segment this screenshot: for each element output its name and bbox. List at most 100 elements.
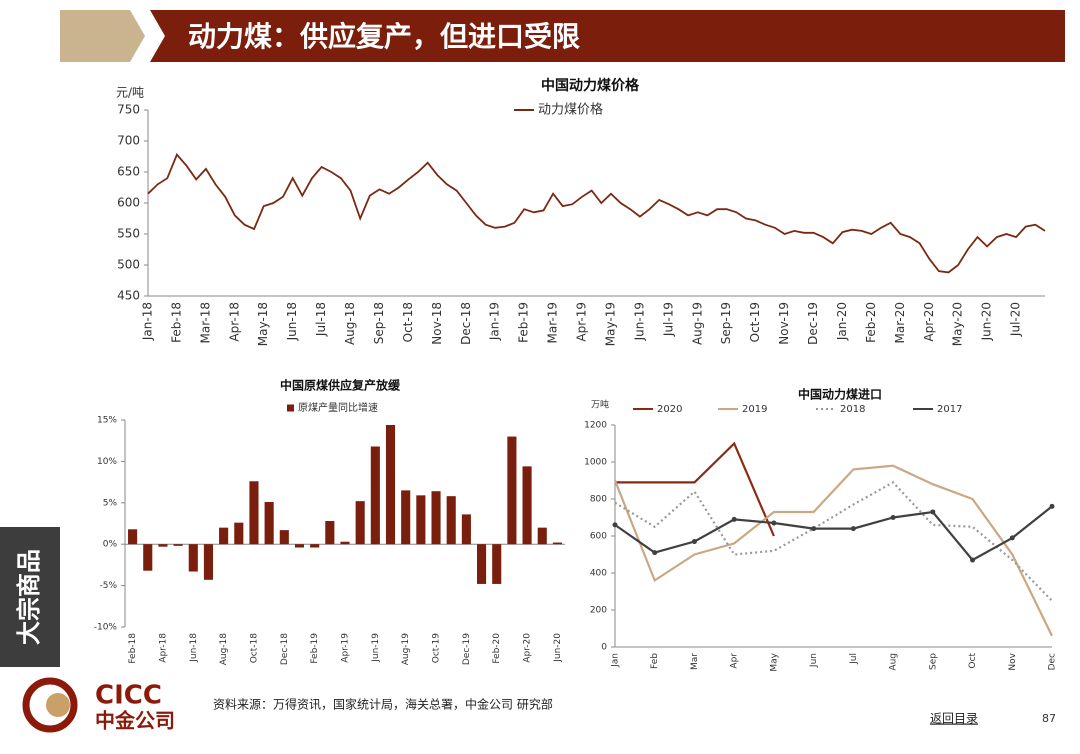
x-tick-label: Apr-18 — [227, 302, 241, 342]
x-tick-label: Feb-19 — [517, 302, 531, 343]
x-tick-label: Oct-19 — [748, 302, 762, 342]
bar — [294, 544, 305, 548]
y-tick-label: 600 — [590, 532, 607, 542]
x-tick-label: Feb-19 — [310, 633, 320, 664]
data-point — [811, 526, 817, 532]
source-note: 资料来源：万得资讯，国家统计局，海关总署，中金公司 研究部 — [213, 697, 553, 712]
y-tick-label: -5% — [99, 581, 117, 591]
logo-ring — [22, 677, 78, 733]
x-tick-label: Jul-19 — [661, 302, 675, 337]
y-tick-label: 750 — [117, 103, 140, 117]
bar — [416, 495, 426, 545]
x-tick-label: Jan — [611, 653, 621, 668]
bar — [249, 481, 259, 545]
y-tick-label: 400 — [590, 569, 607, 579]
data-line — [613, 464, 1053, 637]
bar — [203, 544, 213, 580]
y-tick-label: 650 — [117, 165, 140, 179]
bar — [401, 490, 411, 545]
x-tick-label: Nov — [1008, 652, 1018, 670]
header-band — [150, 10, 1065, 62]
bar — [264, 501, 274, 545]
y-tick-label: 0% — [103, 540, 118, 550]
chart-title: 中国原煤供应复产放缓 — [280, 378, 401, 393]
x-tick-label: Jun — [809, 653, 819, 668]
bar — [143, 544, 153, 571]
x-tick-label: Jun-18 — [189, 633, 199, 663]
x-tick-label: Aug-18 — [343, 302, 357, 345]
bar — [537, 527, 547, 545]
data-point — [1049, 503, 1055, 509]
x-tick-label: Oct-18 — [249, 633, 259, 664]
bar — [279, 530, 289, 545]
legend-label: 2018 — [840, 404, 865, 415]
bar — [325, 521, 335, 545]
bar — [310, 544, 320, 548]
x-tick-label: Jun-20 — [553, 633, 563, 663]
x-tick-label: Mar — [690, 653, 700, 670]
x-tick-label: Jul — [849, 653, 859, 665]
bar — [173, 544, 183, 546]
x-tick-label: Oct — [968, 653, 978, 669]
data-point — [970, 557, 976, 563]
x-tick-label: Dec-19 — [806, 302, 820, 345]
x-tick-label: Feb-18 — [169, 302, 183, 343]
legend-label: 2019 — [742, 404, 767, 415]
bar — [385, 424, 396, 545]
legend-label: 原煤产量同比增速 — [298, 401, 378, 414]
y-tick-label: 200 — [590, 606, 607, 616]
data-point — [1009, 535, 1015, 541]
x-tick-label: Jun-18 — [285, 302, 299, 341]
bar — [158, 544, 168, 547]
side-tab — [0, 527, 60, 667]
bar — [340, 541, 350, 545]
bar — [355, 501, 365, 545]
data-point — [652, 550, 658, 556]
x-tick-label: Apr-20 — [523, 633, 533, 663]
y-tick-label: 600 — [117, 196, 140, 210]
logo-en: CICC — [95, 681, 162, 711]
x-tick-label: Oct-19 — [432, 633, 442, 664]
x-tick-label: Jan-18 — [141, 302, 155, 341]
y-tick-label: 450 — [117, 289, 140, 303]
x-tick-label: Aug-18 — [219, 633, 229, 666]
page-number: 87 — [1042, 712, 1056, 725]
back-link[interactable]: 返回目录 — [930, 712, 978, 726]
data-point — [930, 509, 936, 515]
header-accent — [60, 10, 145, 62]
y-axis-unit: 元/吨 — [116, 86, 144, 100]
data-line — [615, 441, 775, 537]
x-tick-label: Aug — [889, 653, 899, 671]
logo-dot — [46, 693, 70, 717]
x-tick-label: Apr-19 — [341, 633, 351, 663]
data-point — [890, 515, 896, 520]
x-tick-label: Jun-19 — [371, 633, 381, 663]
data-point — [612, 522, 618, 528]
chart-title: 中国动力煤价格 — [541, 77, 640, 94]
x-tick-label: Sep — [928, 653, 938, 670]
data-line — [614, 505, 1053, 562]
y-tick-label: 15% — [97, 416, 117, 426]
x-tick-label: Mar-18 — [198, 302, 212, 343]
data-point — [850, 526, 856, 532]
x-tick-label: Jan-20 — [835, 302, 849, 341]
x-tick-label: Apr — [730, 653, 740, 669]
x-tick-label: Dec-18 — [280, 633, 290, 665]
x-tick-label: May-19 — [603, 302, 617, 346]
bar — [446, 496, 456, 545]
y-axis-unit: 万吨 — [591, 399, 609, 411]
x-tick-label: May-20 — [951, 302, 965, 346]
y-tick-label: 0 — [601, 643, 607, 653]
side-tab-label: 大宗商品 — [15, 549, 43, 645]
bar — [552, 542, 562, 545]
x-tick-label: Mar-20 — [893, 302, 907, 343]
x-tick-label: Apr-18 — [158, 633, 168, 663]
x-tick-label: May — [769, 652, 779, 671]
x-tick-label: Apr-20 — [922, 302, 936, 342]
x-tick-label: May-18 — [256, 302, 270, 346]
data-point — [731, 516, 737, 522]
x-tick-label: Nov-19 — [777, 302, 791, 345]
bar — [461, 514, 471, 545]
bar — [234, 522, 244, 545]
